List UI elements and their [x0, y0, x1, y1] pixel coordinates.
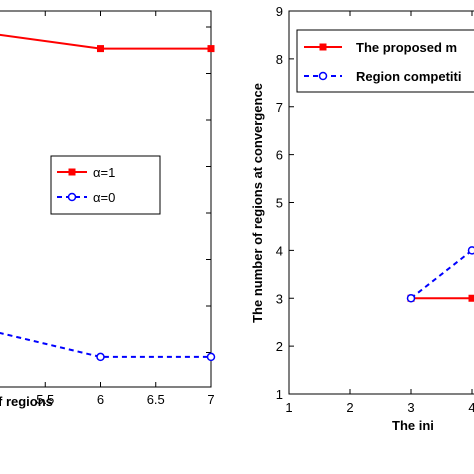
right-x-tick-label: 1 — [285, 400, 292, 415]
right-x-axis-label: The ini — [392, 418, 434, 433]
right-y-tick-label: 6 — [276, 148, 283, 163]
right-series-point — [468, 294, 474, 302]
legend-label-alpha0: α=0 — [93, 190, 115, 205]
left-x-axis-label: f regions — [0, 394, 53, 409]
right-x-tick-label: 2 — [346, 400, 353, 415]
left-x-tick-label: 5.5 — [36, 392, 54, 407]
left-y-ticks — [206, 26, 211, 353]
right-x-tick-label: 3 — [407, 400, 414, 415]
left-x-tick-label: 6 — [97, 392, 104, 407]
right-y-tick-label: 7 — [276, 100, 283, 115]
legend-label-alpha1: α=1 — [93, 165, 115, 180]
right-legend: The proposed m Region competiti — [296, 29, 474, 93]
right-legend-box — [296, 29, 474, 93]
left-series-point — [207, 45, 215, 53]
legend-label-region: Region competiti — [356, 69, 461, 84]
right-series-line-1 — [410, 249, 473, 300]
legend-marker-alpha1 — [68, 168, 76, 176]
left-x-tick-label: 6.5 — [147, 392, 165, 407]
right-y-axis-label: The number of regions at convergence — [250, 83, 265, 323]
legend-marker-alpha0 — [67, 192, 77, 202]
left-series-line-1 — [0, 331, 211, 358]
right-series — [406, 246, 474, 303]
right-x-ticks: 1 2 3 4 — [285, 11, 474, 415]
right-x-tick-label: 4 — [468, 400, 474, 415]
right-y-ticks: 1 2 3 4 5 6 7 8 9 — [276, 4, 294, 402]
right-y-tick-label: 5 — [276, 196, 283, 211]
left-legend-box — [50, 155, 161, 215]
left-chart: 5.5 6 6.5 7 f regions α=1 α=0 — [0, 10, 216, 409]
left-series-point — [206, 352, 216, 362]
left-legend: α=1 α=0 — [50, 155, 161, 215]
left-series-point — [96, 352, 105, 362]
left-series — [0, 33, 216, 362]
legend-label-proposed: The proposed m — [356, 40, 457, 55]
right-chart: 1 2 3 4 1 2 3 4 5 6 7 8 9 The ini The number of reg… — [250, 4, 474, 433]
right-y-tick-label: 8 — [276, 52, 283, 67]
left-x-tick-label: 7 — [207, 392, 214, 407]
right-y-tick-label: 9 — [276, 4, 283, 19]
legend-marker-region — [318, 71, 328, 81]
legend-marker-proposed — [319, 43, 327, 51]
right-series-point — [467, 246, 474, 255]
left-series-point — [97, 45, 104, 53]
right-y-tick-label: 1 — [276, 387, 283, 402]
left-x-ticks: 5.5 6 6.5 7 — [36, 11, 215, 407]
right-y-tick-label: 4 — [276, 243, 283, 258]
right-y-tick-label: 3 — [276, 291, 283, 306]
right-series-point — [406, 294, 416, 303]
right-y-tick-label: 2 — [276, 339, 283, 354]
